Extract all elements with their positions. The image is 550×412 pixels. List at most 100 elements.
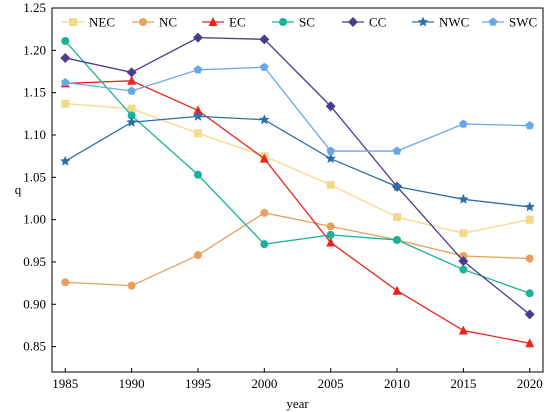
data-point-nwc [192, 110, 204, 121]
data-point-nc [127, 281, 136, 290]
data-point-swc [459, 119, 468, 128]
data-point-nec [127, 104, 136, 113]
series-ec [60, 75, 535, 348]
data-point-cc [192, 32, 203, 43]
y-tick-label: 0.90 [23, 296, 46, 311]
series-line-cc [65, 36, 531, 315]
legend-item-ec: EC [202, 15, 246, 30]
data-point-cc [458, 256, 469, 267]
data-point-nwc [325, 153, 336, 164]
y-tick-label: 0.85 [23, 339, 46, 354]
data-point-ec [193, 105, 203, 115]
data-point-cc [524, 309, 535, 320]
y-tick-label: 1.00 [23, 212, 46, 227]
legend-label-cc: CC [369, 15, 386, 30]
data-point-nwc [126, 116, 137, 127]
data-point-sc [127, 111, 136, 120]
data-point-cc [325, 101, 336, 112]
legend-item-nwc: NWC [412, 15, 469, 30]
series-line-sc [64, 40, 530, 294]
data-point-nc [326, 222, 335, 231]
legend-item-sc: SC [272, 15, 315, 30]
y-tick-label: 1.05 [23, 169, 46, 184]
data-point-swc [60, 77, 70, 87]
data-point-nec [61, 99, 70, 108]
data-point-ec [127, 75, 137, 85]
legend-label-nec: NEC [89, 15, 115, 30]
data-point-ec [392, 285, 402, 295]
legend-item-swc: SWC [482, 15, 537, 30]
x-tick-label: 2005 [318, 376, 344, 391]
series-nc [61, 208, 534, 290]
data-point-cc [259, 34, 270, 45]
plot-border [51, 7, 544, 373]
legend-marker-nwc [417, 16, 429, 27]
data-point-nc [525, 254, 534, 263]
legend-marker-swc [488, 17, 498, 26]
legend-item-cc: CC [342, 15, 386, 30]
x-tick-label: 2020 [517, 376, 543, 391]
data-point-swc [127, 86, 136, 95]
legend-item-nc: NC [132, 15, 177, 30]
data-point-swc [260, 62, 269, 71]
x-tick-label: 2015 [450, 376, 476, 391]
data-point-ec [525, 338, 535, 348]
x-tick-label: 2010 [384, 376, 410, 391]
legend-marker-sc [279, 18, 287, 26]
legend-label-sc: SC [299, 15, 315, 30]
x-tick-label: 2000 [251, 376, 277, 391]
data-point-swc [326, 146, 335, 155]
data-point-nc [193, 251, 202, 260]
y-tick-label: 0.95 [23, 254, 46, 269]
x-tick-label: 1995 [185, 376, 211, 391]
data-point-nc [61, 278, 70, 287]
data-point-swc [392, 146, 402, 155]
plot-frame [51, 7, 544, 373]
data-point-cc [60, 52, 71, 63]
legend-label-nc: NC [159, 15, 177, 30]
data-point-nec [459, 229, 468, 238]
data-point-cc [126, 67, 137, 78]
series-cc [60, 32, 535, 320]
series-nwc [60, 110, 535, 212]
legend: NEC NC EC SC CC NWC SWC [62, 15, 537, 30]
y-tick-label: 1.25 [23, 0, 46, 15]
legend-marker-nec [69, 18, 77, 26]
data-point-nc [260, 208, 269, 217]
series-layer [60, 32, 535, 348]
data-point-swc [193, 65, 203, 74]
data-point-ec [458, 325, 468, 335]
legend-marker-nc [139, 18, 147, 26]
y-axis: 0.85 0.90 0.95 1.00 1.05 1.10 1.15 1.20 1.25 [23, 0, 56, 354]
data-point-swc [525, 121, 535, 130]
data-point-ec [259, 153, 269, 163]
series-line-nec [65, 103, 530, 234]
data-point-sc [326, 230, 335, 239]
y-tick-label: 1.20 [23, 42, 46, 57]
x-tick-label: 1990 [119, 376, 145, 391]
x-axis: 1985 1990 1995 2000 2005 2010 2015 2020 [52, 368, 543, 391]
data-point-nec [393, 213, 402, 222]
series-line-nwc [64, 115, 530, 208]
data-point-sc [61, 37, 70, 46]
series-nec [61, 99, 534, 238]
data-point-nwc [60, 155, 71, 166]
data-point-nwc [391, 181, 403, 192]
data-point-nwc [524, 201, 535, 212]
data-point-sc [393, 235, 402, 244]
y-axis-title: q [15, 182, 22, 197]
data-point-sc [459, 265, 468, 274]
legend-label-swc: SWC [509, 15, 537, 30]
data-point-sc [193, 170, 202, 179]
legend-marker-ec [208, 17, 218, 26]
data-point-ec [326, 237, 336, 247]
x-axis-title: year [286, 396, 309, 411]
data-point-sc [525, 289, 534, 298]
series-line-swc [65, 66, 530, 152]
data-point-nec [525, 215, 534, 224]
data-point-sc [260, 240, 269, 249]
series-swc [60, 62, 535, 155]
series-sc [61, 37, 534, 298]
legend-item-nec: NEC [62, 15, 115, 30]
